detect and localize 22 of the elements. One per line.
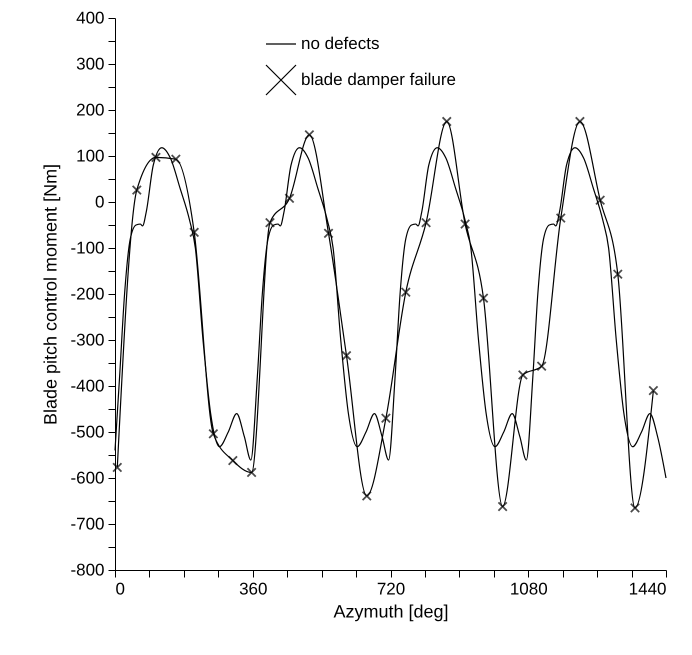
y-tick-label: -200: [70, 284, 104, 304]
y-tick-label: 300: [76, 54, 104, 74]
x-tick-label: 720: [376, 580, 406, 598]
y-tick-label: -700: [70, 514, 104, 534]
y-tick-label: -400: [70, 376, 104, 396]
x-axis-title: Azymuth [deg]: [333, 602, 449, 622]
y-axis-title: Blade pitch control moment [Nm]: [40, 164, 60, 426]
legend-label: no defects: [301, 34, 380, 53]
y-tick-label: -800: [70, 560, 104, 580]
x-tick-label: 0: [116, 580, 125, 598]
x-tick-label: 1080: [510, 580, 548, 598]
y-tick-label: 0: [95, 192, 104, 212]
y-tick-label: -300: [70, 330, 104, 350]
y-tick-label: -500: [70, 422, 104, 442]
legend-label: blade damper failure: [301, 70, 456, 89]
y-tick-label: -100: [70, 238, 104, 258]
x-tick-label: 1440: [628, 580, 666, 598]
y-tick-label: 400: [76, 8, 104, 28]
y-tick-label: -600: [70, 468, 104, 488]
x-tick-label: 360: [239, 580, 268, 598]
y-tick-label: 200: [76, 100, 104, 120]
y-tick-label: 100: [76, 146, 104, 166]
